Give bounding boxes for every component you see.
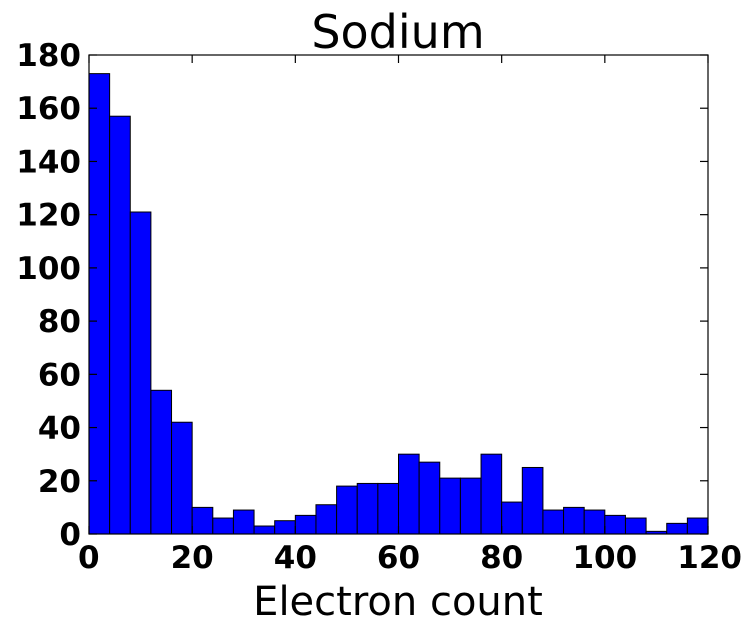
y-tick-label: 60: [38, 357, 81, 393]
histogram-bar: [191, 506, 214, 535]
bars-group: [88, 73, 709, 535]
histogram-bar: [150, 389, 173, 535]
histogram-bar: [439, 477, 461, 535]
histogram-bar: [212, 517, 234, 535]
x-tick-label: 80: [480, 540, 523, 576]
histogram-bar: [315, 504, 338, 535]
histogram-bar: [336, 485, 358, 535]
histogram-bar: [459, 477, 482, 535]
histogram-bar: [253, 525, 276, 535]
histogram-bar: [604, 514, 626, 535]
y-tick-labels: 0 20 40 60 80 100 120 140 160 180: [16, 38, 81, 553]
x-tick-label: 40: [274, 540, 317, 576]
y-tick-label: 140: [16, 144, 81, 180]
y-tick-label: 40: [38, 411, 81, 447]
x-tick-label: 60: [377, 540, 420, 576]
y-tick-label: 100: [16, 251, 81, 287]
y-tick-label: 160: [16, 91, 81, 127]
histogram-bar: [583, 509, 606, 535]
x-tick-label: 20: [171, 540, 214, 576]
histogram-bar: [88, 73, 111, 535]
histogram-bar: [542, 509, 565, 535]
y-tick-label: 180: [16, 38, 81, 74]
histogram-bar: [232, 509, 255, 535]
y-tick-label: 120: [16, 198, 81, 234]
y-tick-label: 0: [59, 517, 81, 553]
histogram-bar: [624, 517, 647, 535]
histogram-bar: [274, 520, 296, 535]
x-axis-label: Electron count: [253, 579, 543, 625]
x-tick-label: 120: [677, 540, 742, 576]
histogram-bar: [129, 211, 152, 535]
histogram-bar: [480, 453, 503, 535]
x-tick-label: 100: [572, 540, 637, 576]
y-tick-label: 20: [38, 464, 81, 500]
y-tick-label: 80: [38, 304, 81, 340]
histogram-bar: [418, 461, 441, 535]
axes-frame: [88, 54, 709, 535]
x-tick-label: 0: [78, 540, 100, 576]
chart-title: Sodium: [311, 5, 484, 59]
histogram-bar: [521, 466, 544, 535]
x-tick-labels: 0 20 40 60 80 100 120: [78, 540, 742, 576]
histogram-bar: [398, 453, 420, 535]
histogram-bar: [377, 482, 400, 535]
histogram-bar: [294, 514, 317, 535]
histogram-bar: [686, 517, 709, 535]
histogram-bar: [171, 421, 193, 535]
histogram-bar: [109, 115, 131, 535]
histogram-bar: [501, 501, 523, 535]
histogram-bar: [356, 482, 379, 535]
histogram-bar: [563, 506, 585, 535]
histogram-bar: [666, 522, 688, 535]
